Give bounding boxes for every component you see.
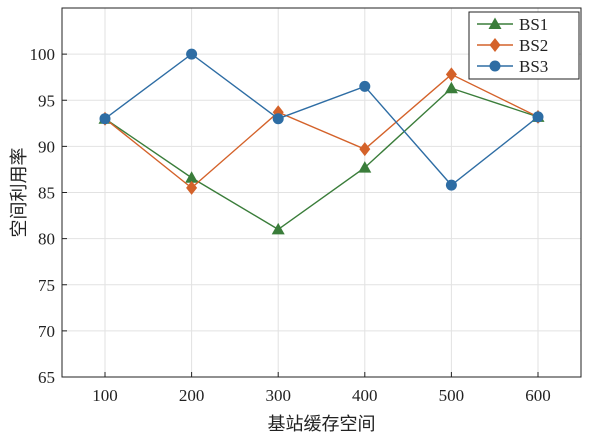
x-tick-label: 200 [179, 386, 205, 405]
data-point-bs1 [185, 171, 199, 183]
data-point-bs1 [271, 222, 285, 235]
series-bs1 [98, 81, 545, 235]
legend-marker-bs1 [488, 17, 502, 29]
x-tick-label: 300 [265, 386, 291, 405]
data-point-bs1 [444, 81, 458, 94]
y-tick-label: 85 [38, 184, 55, 203]
legend-label-bs3: BS3 [519, 57, 548, 76]
y-tick-label: 90 [38, 137, 55, 156]
y-tick-label: 75 [38, 276, 55, 295]
series-line-bs3 [104, 53, 539, 187]
legend-marker-bs2 [489, 38, 501, 52]
data-point-bs2 [445, 67, 457, 82]
series-bs2 [99, 67, 544, 195]
legend-label-bs1: BS1 [519, 15, 548, 34]
series-line-bs2 [104, 73, 539, 189]
data-point-bs3 [532, 111, 544, 123]
x-tick-label: 600 [525, 386, 551, 405]
y-tick-label: 95 [38, 91, 55, 110]
x-tick-label: 400 [352, 386, 378, 405]
series-line-bs1 [104, 87, 539, 231]
y-tick-label: 100 [30, 45, 56, 64]
y-axis-title: 空间利用率 [9, 148, 30, 238]
x-tick-label: 500 [439, 386, 465, 405]
series-group [98, 48, 545, 235]
data-point-bs3 [272, 113, 284, 125]
data-point-bs2 [186, 180, 198, 195]
series-bs3 [99, 48, 544, 191]
y-tick-label: 70 [38, 322, 55, 341]
data-point-bs3 [99, 113, 111, 125]
y-tick-label: 65 [38, 368, 55, 387]
x-tick-label: 100 [92, 386, 118, 405]
legend-marker-bs3 [489, 60, 501, 72]
data-point-bs1 [358, 161, 372, 173]
legend: BS1 BS2 BS3 [468, 11, 580, 80]
legend-label-bs2: BS2 [519, 36, 548, 55]
data-point-bs3 [445, 179, 457, 191]
data-point-bs3 [186, 48, 198, 60]
axis-ticks: 65 70 75 80 85 90 95 100 100 200 300 400 500 600 [30, 45, 551, 405]
y-tick-label: 80 [38, 230, 55, 249]
x-axis-title: 基站缓存空间 [268, 414, 376, 435]
data-point-bs3 [359, 80, 371, 92]
data-point-bs2 [359, 142, 371, 157]
